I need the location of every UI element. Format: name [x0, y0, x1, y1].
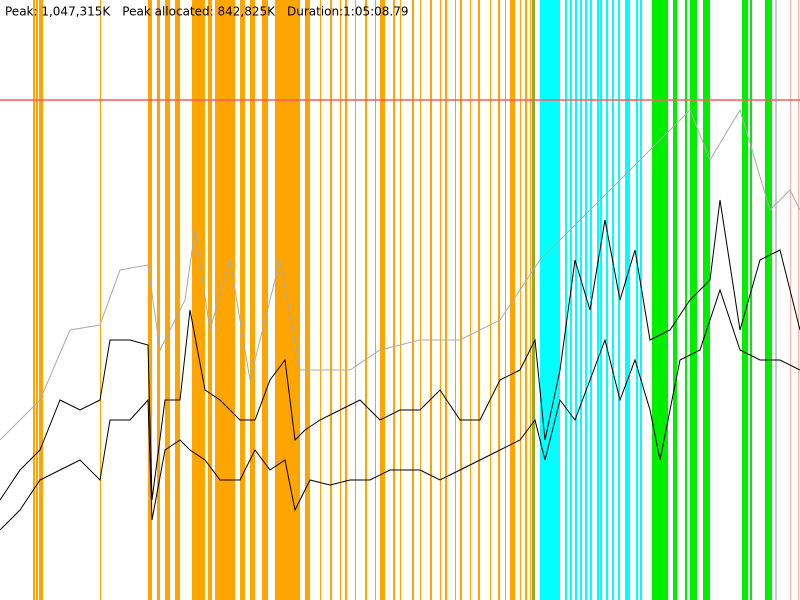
gc-event: [165, 0, 170, 600]
gc-event: [520, 0, 521, 600]
gc-event: [478, 0, 480, 600]
gc-event: [400, 0, 401, 600]
gc-event: [36, 0, 38, 600]
gc-event: [636, 0, 638, 600]
gc-event: [532, 0, 535, 600]
gc-event: [345, 0, 347, 600]
gc-event: [365, 0, 367, 600]
gc-event: [445, 0, 447, 600]
gc-event: [100, 0, 101, 600]
gc-event: [690, 0, 697, 600]
gc-event: [192, 0, 205, 600]
header-stat: Duration:1:05:08.79: [287, 5, 409, 19]
gc-event: [640, 0, 642, 600]
gc-event: [460, 0, 462, 600]
gc-event: [455, 0, 456, 600]
gc-event: [240, 0, 245, 600]
gc-event: [750, 0, 752, 600]
gc-event: [618, 0, 620, 600]
gc-event: [565, 0, 567, 600]
gc-event: [612, 0, 614, 600]
gc-event: [340, 0, 341, 600]
gc-event: [510, 0, 515, 600]
gc-event: [470, 0, 471, 600]
gc-event: [375, 0, 376, 600]
gc-event: [430, 0, 432, 600]
gc-event: [590, 0, 592, 600]
gc-event: [330, 0, 332, 600]
gc-event: [790, 0, 791, 600]
gc-event: [703, 0, 710, 600]
gc-event: [393, 0, 395, 600]
gc-event: [420, 0, 421, 600]
gc-event: [39, 0, 43, 600]
gc-event: [490, 0, 491, 600]
memory-line: [0, 288, 800, 531]
gc-event: [262, 0, 268, 600]
gc-event: [585, 0, 587, 600]
gc-event: [412, 0, 414, 600]
gc-event: [575, 0, 577, 600]
gc-event: [250, 0, 255, 600]
memory-line: [0, 199, 800, 501]
gc-event: [305, 0, 310, 600]
gc-event: [606, 0, 608, 600]
gc-event: [175, 0, 180, 600]
gc-event: [498, 0, 500, 600]
memory-lines: [0, 99, 800, 531]
gc-event: [440, 0, 441, 600]
gc-event: [157, 0, 160, 600]
gc-event: [742, 0, 748, 600]
gc-event: [600, 0, 602, 600]
gc-event: [525, 0, 527, 600]
gc-event: [765, 0, 772, 600]
gc-event: [570, 0, 572, 600]
gc-event: [320, 0, 321, 600]
gc-event: [215, 0, 235, 600]
gc-event: [530, 0, 531, 600]
gc-event: [380, 0, 385, 600]
gc-event: [597, 0, 599, 600]
gc-event: [625, 0, 630, 600]
gc-event: [652, 0, 668, 600]
memory-line: [0, 108, 800, 441]
gc-event: [673, 0, 677, 600]
gc-event: [798, 0, 799, 600]
gc-event: [148, 0, 152, 600]
gc-event: [775, 0, 777, 600]
gc-event: [540, 0, 560, 600]
gc-event: [505, 0, 506, 600]
header-stat: Peak: 1,047,315K: [5, 5, 111, 19]
gc-event: [355, 0, 356, 600]
gc-event: [580, 0, 582, 600]
gc-event: [33, 0, 35, 600]
header-stat: Peak allocated: 842,825K: [122, 5, 276, 19]
gc-event: [685, 0, 687, 600]
gc-event: [208, 0, 212, 600]
header: Peak: 1,047,315K Peak allocated: 842,825K…: [5, 5, 409, 19]
